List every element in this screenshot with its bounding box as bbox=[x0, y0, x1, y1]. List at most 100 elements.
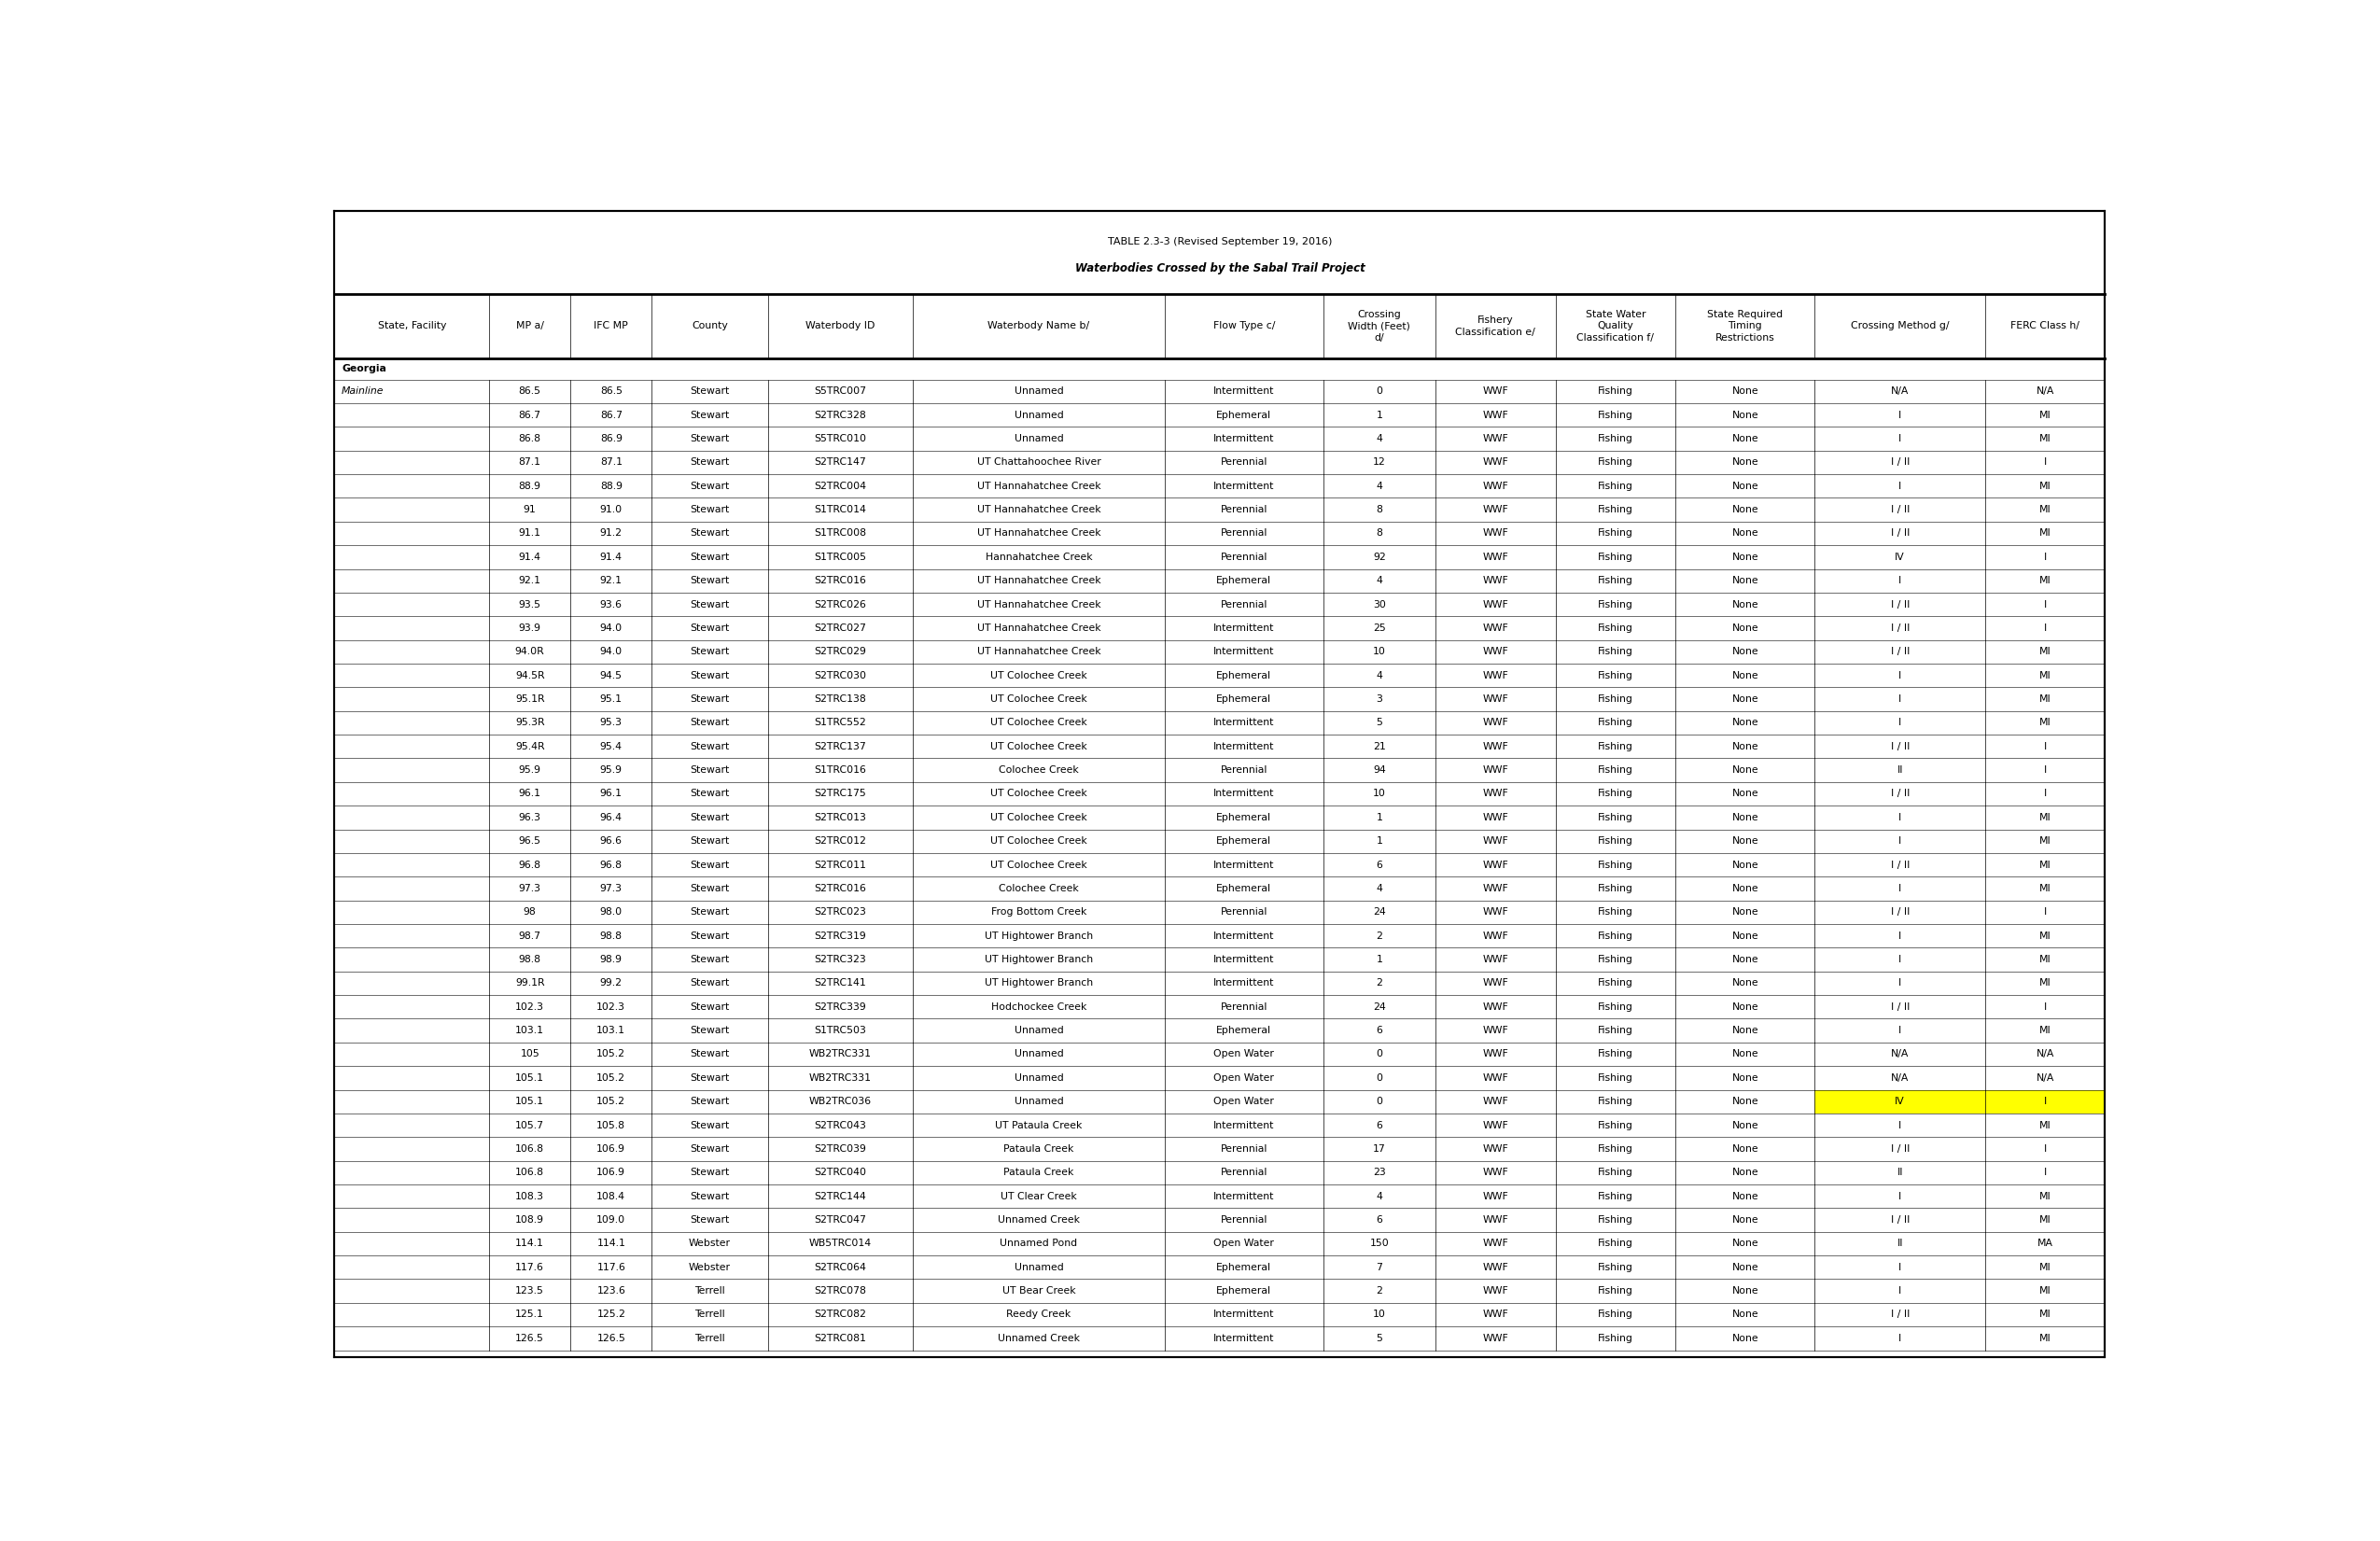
Text: 92: 92 bbox=[1373, 552, 1385, 562]
Text: Fishing: Fishing bbox=[1597, 1120, 1633, 1130]
Text: S1TRC016: S1TRC016 bbox=[814, 766, 866, 775]
Text: WWF: WWF bbox=[1483, 1026, 1509, 1036]
Text: I / II: I / II bbox=[1890, 458, 1909, 467]
Text: 92.1: 92.1 bbox=[519, 576, 540, 586]
Text: 0: 0 bbox=[1376, 1097, 1383, 1106]
Text: None: None bbox=[1733, 552, 1759, 562]
Text: Stewart: Stewart bbox=[690, 741, 731, 750]
Text: Stewart: Stewart bbox=[690, 695, 731, 704]
Text: UT Hannahatchee Creek: UT Hannahatchee Creek bbox=[976, 481, 1100, 490]
Text: WWF: WWF bbox=[1483, 599, 1509, 609]
Text: UT Colochee Creek: UT Colochee Creek bbox=[990, 789, 1088, 798]
Text: Intermittent: Intermittent bbox=[1214, 1333, 1273, 1342]
Text: I: I bbox=[2044, 1002, 2047, 1011]
Text: Fishing: Fishing bbox=[1597, 789, 1633, 798]
Text: State, Facility: State, Facility bbox=[378, 322, 445, 331]
Text: 94.5R: 94.5R bbox=[514, 670, 545, 680]
Text: WWF: WWF bbox=[1483, 812, 1509, 823]
Text: 114.1: 114.1 bbox=[597, 1239, 626, 1248]
Text: WWF: WWF bbox=[1483, 885, 1509, 894]
Text: Terrell: Terrell bbox=[695, 1333, 726, 1342]
Text: 108.9: 108.9 bbox=[516, 1216, 545, 1225]
Text: WWF: WWF bbox=[1483, 1216, 1509, 1225]
Text: I / II: I / II bbox=[1890, 908, 1909, 917]
Text: UT Pataula Creek: UT Pataula Creek bbox=[995, 1120, 1083, 1130]
Text: S1TRC005: S1TRC005 bbox=[814, 552, 866, 562]
Text: S2TRC016: S2TRC016 bbox=[814, 576, 866, 586]
Text: 105.2: 105.2 bbox=[597, 1049, 626, 1059]
Text: S2TRC026: S2TRC026 bbox=[814, 599, 866, 609]
Text: Fishing: Fishing bbox=[1597, 1287, 1633, 1296]
Text: Open Water: Open Water bbox=[1214, 1239, 1273, 1248]
Text: 94.0: 94.0 bbox=[600, 647, 624, 656]
Text: Fishing: Fishing bbox=[1597, 766, 1633, 775]
Text: Stewart: Stewart bbox=[690, 647, 731, 656]
Text: I / II: I / II bbox=[1890, 505, 1909, 515]
Text: Stewart: Stewart bbox=[690, 670, 731, 680]
Text: I: I bbox=[1899, 955, 1902, 965]
Text: Intermittent: Intermittent bbox=[1214, 435, 1273, 444]
Text: Intermittent: Intermittent bbox=[1214, 718, 1273, 727]
Text: Terrell: Terrell bbox=[695, 1287, 726, 1296]
Text: None: None bbox=[1733, 624, 1759, 633]
Text: 12: 12 bbox=[1373, 458, 1385, 467]
Text: 96.5: 96.5 bbox=[519, 837, 540, 846]
Text: S2TRC138: S2TRC138 bbox=[814, 695, 866, 704]
Text: I: I bbox=[1899, 695, 1902, 704]
Text: Ephemeral: Ephemeral bbox=[1216, 410, 1271, 419]
Text: S2TRC004: S2TRC004 bbox=[814, 481, 866, 490]
Text: S1TRC008: S1TRC008 bbox=[814, 529, 866, 538]
Text: 1: 1 bbox=[1376, 410, 1383, 419]
Text: Stewart: Stewart bbox=[690, 481, 731, 490]
Text: I / II: I / II bbox=[1890, 599, 1909, 609]
Text: 6: 6 bbox=[1376, 1026, 1383, 1036]
Text: Perennial: Perennial bbox=[1221, 1168, 1269, 1177]
Text: 5: 5 bbox=[1376, 718, 1383, 727]
Text: S2TRC027: S2TRC027 bbox=[814, 624, 866, 633]
Text: Fishing: Fishing bbox=[1597, 718, 1633, 727]
Text: Unnamed: Unnamed bbox=[1014, 1049, 1064, 1059]
Text: S2TRC147: S2TRC147 bbox=[814, 458, 866, 467]
Text: Fishing: Fishing bbox=[1597, 529, 1633, 538]
Text: WWF: WWF bbox=[1483, 410, 1509, 419]
Text: 99.2: 99.2 bbox=[600, 979, 621, 988]
Text: Perennial: Perennial bbox=[1221, 505, 1269, 515]
Text: Ephemeral: Ephemeral bbox=[1216, 812, 1271, 823]
Text: 95.3: 95.3 bbox=[600, 718, 621, 727]
Text: 96.8: 96.8 bbox=[600, 860, 621, 869]
Text: None: None bbox=[1733, 1026, 1759, 1036]
Text: 4: 4 bbox=[1376, 435, 1383, 444]
Text: Intermittent: Intermittent bbox=[1214, 741, 1273, 750]
Text: I: I bbox=[1899, 812, 1902, 823]
Text: Fishing: Fishing bbox=[1597, 1049, 1633, 1059]
Text: Stewart: Stewart bbox=[690, 387, 731, 396]
Text: 102.3: 102.3 bbox=[516, 1002, 545, 1011]
Text: Flow Type c/: Flow Type c/ bbox=[1214, 322, 1276, 331]
Text: None: None bbox=[1733, 1216, 1759, 1225]
Text: I: I bbox=[1899, 931, 1902, 940]
Text: IV: IV bbox=[1894, 1097, 1904, 1106]
Text: 4: 4 bbox=[1376, 670, 1383, 680]
Text: 95.1R: 95.1R bbox=[514, 695, 545, 704]
Text: MA: MA bbox=[2037, 1239, 2054, 1248]
Text: WWF: WWF bbox=[1483, 695, 1509, 704]
Text: I: I bbox=[2044, 458, 2047, 467]
Text: WWF: WWF bbox=[1483, 1097, 1509, 1106]
Text: None: None bbox=[1733, 387, 1759, 396]
Text: None: None bbox=[1733, 670, 1759, 680]
Text: State Water
Quality
Classification f/: State Water Quality Classification f/ bbox=[1578, 310, 1654, 342]
Text: Intermittent: Intermittent bbox=[1214, 1191, 1273, 1200]
Text: Stewart: Stewart bbox=[690, 766, 731, 775]
Text: None: None bbox=[1733, 766, 1759, 775]
Text: Fishing: Fishing bbox=[1597, 1073, 1633, 1083]
Text: Stewart: Stewart bbox=[690, 718, 731, 727]
Text: 125.2: 125.2 bbox=[597, 1310, 626, 1319]
Text: Stewart: Stewart bbox=[690, 624, 731, 633]
Text: 108.3: 108.3 bbox=[516, 1191, 545, 1200]
Text: S2TRC040: S2TRC040 bbox=[814, 1168, 866, 1177]
Text: I: I bbox=[1899, 885, 1902, 894]
Text: S1TRC503: S1TRC503 bbox=[814, 1026, 866, 1036]
Text: Fishing: Fishing bbox=[1597, 599, 1633, 609]
Text: MI: MI bbox=[2040, 1120, 2052, 1130]
Text: Stewart: Stewart bbox=[690, 931, 731, 940]
